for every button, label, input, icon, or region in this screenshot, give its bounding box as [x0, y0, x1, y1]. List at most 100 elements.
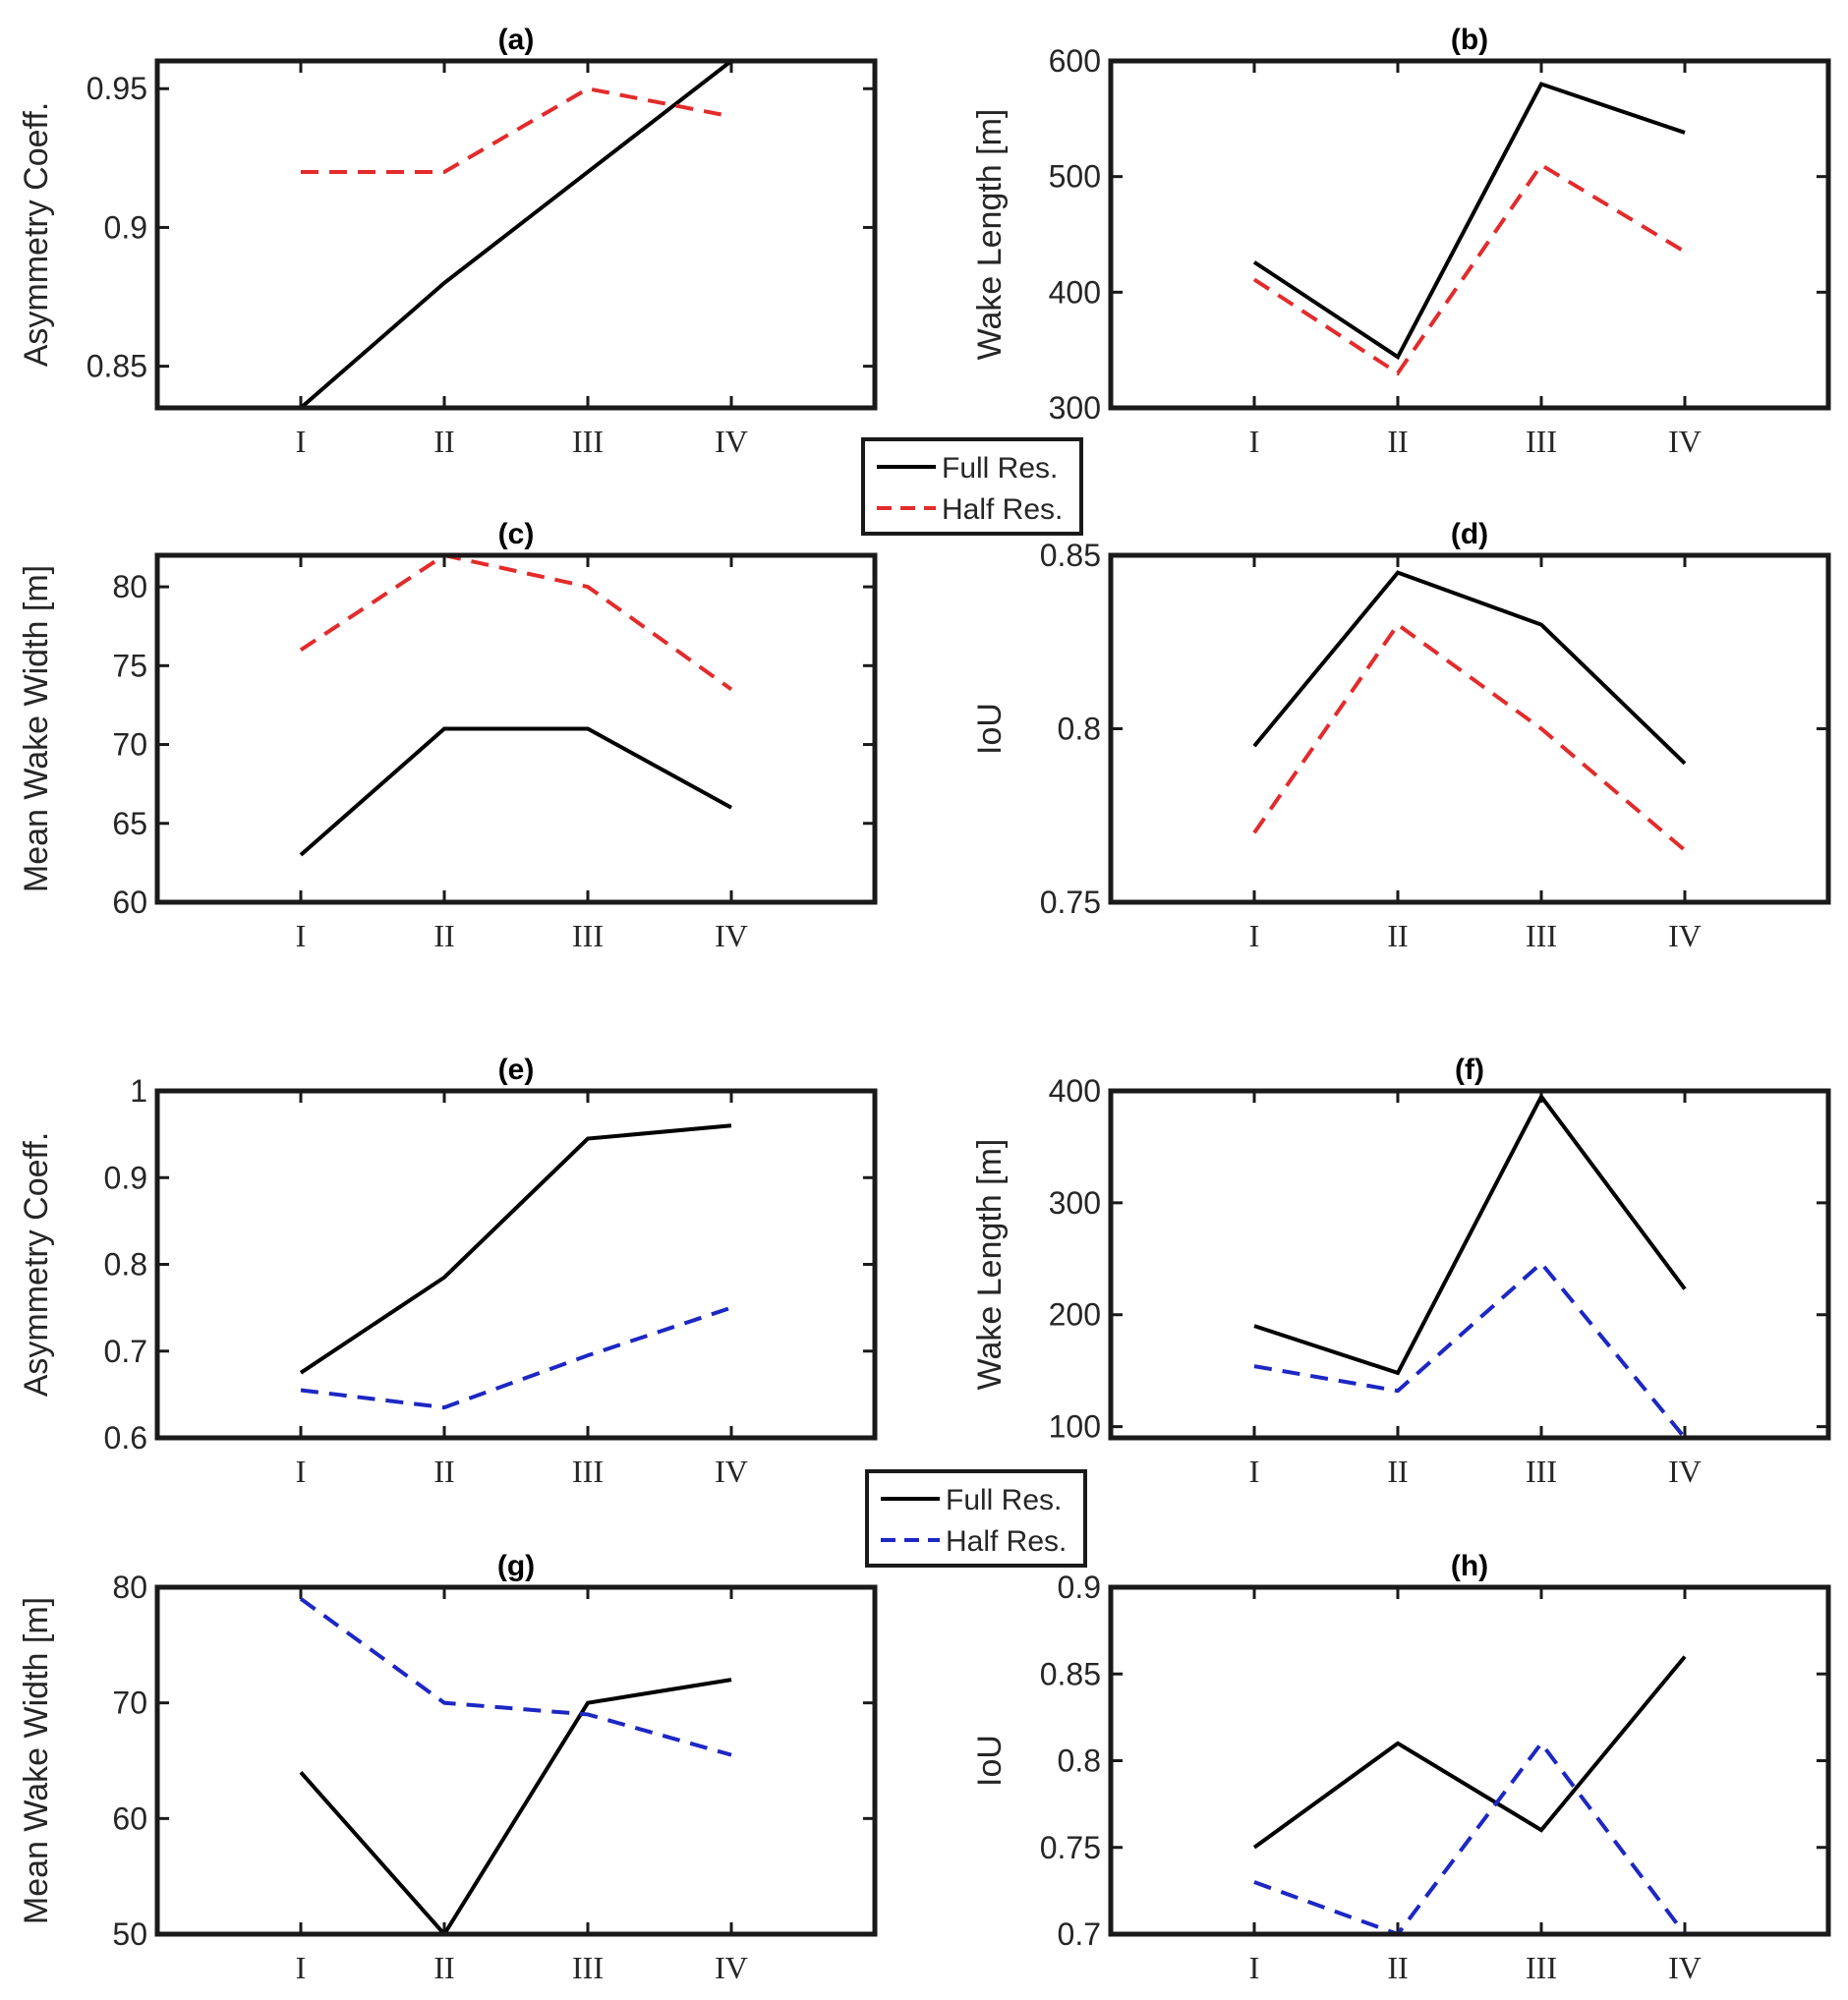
- y-tick-label: 1: [130, 1073, 147, 1109]
- y-tick-label: 0.7: [104, 1334, 147, 1369]
- x-tick-label: IV: [1668, 1950, 1702, 1985]
- y-tick-label: 80: [112, 569, 147, 604]
- axes-box: [154, 58, 878, 411]
- y-tick-label: 100: [1049, 1409, 1101, 1445]
- y-axis-label: Mean Wake Width [m]: [18, 565, 55, 892]
- x-tick-label: II: [433, 1454, 454, 1489]
- series-line-half-res: [299, 1597, 732, 1757]
- series-line-half-res: [299, 555, 733, 692]
- series-line-full-res: [1252, 1655, 1687, 1850]
- series-line-half-res: [1252, 621, 1687, 852]
- x-tick-label: I: [296, 1950, 307, 1985]
- subplot-title: (g): [497, 1550, 535, 1582]
- legend-label: Half Res.: [946, 1525, 1067, 1558]
- y-tick-label: 600: [1049, 43, 1101, 79]
- series-line-full-res: [299, 61, 733, 408]
- subplot-title: (f): [1455, 1054, 1484, 1086]
- x-tick-label: I: [1249, 1454, 1260, 1489]
- y-tick-label: 200: [1049, 1297, 1101, 1333]
- legend-box: [861, 437, 1083, 536]
- y-tick-label: 70: [112, 727, 147, 763]
- x-tick-label: III: [1526, 424, 1557, 459]
- y-tick-label: 50: [112, 1916, 147, 1952]
- y-axis-label: Wake Length [m]: [971, 1139, 1009, 1391]
- y-tick-label: 0.8: [104, 1247, 147, 1283]
- y-tick-label: 0.6: [104, 1420, 147, 1456]
- subplot-title: (b): [1451, 24, 1488, 56]
- y-tick-label: 500: [1049, 159, 1101, 195]
- x-tick-label: III: [1526, 918, 1557, 953]
- x-tick-label: I: [1249, 424, 1260, 459]
- x-tick-label: IV: [715, 1454, 748, 1489]
- y-tick-label: 0.85: [1040, 1656, 1101, 1691]
- subplot-title: (h): [1451, 1550, 1488, 1582]
- axes-box: [1108, 1088, 1831, 1441]
- y-tick-label: 0.7: [1058, 1916, 1101, 1952]
- series-line-full-res: [1252, 570, 1687, 766]
- y-tick-label: 0.8: [1058, 712, 1101, 747]
- y-axis-label: IoU: [971, 1735, 1009, 1787]
- y-tick-label: 0.95: [87, 71, 147, 106]
- series-line-half-res: [1252, 162, 1687, 376]
- subplot-a: (a)Asymmetry Coeff. 0.850.90.95I II III IV: [18, 24, 878, 459]
- x-tick-label: II: [433, 918, 454, 953]
- y-axis-label: Asymmetry Coeff.: [18, 1132, 55, 1398]
- y-tick-label: 300: [1049, 1185, 1101, 1221]
- y-tick-label: 0.75: [1040, 1830, 1101, 1865]
- y-axis-label: IoU: [971, 703, 1009, 755]
- y-tick-label: 70: [112, 1686, 147, 1721]
- x-tick-label: II: [1387, 1454, 1408, 1489]
- legend-label: Half Res.: [942, 493, 1063, 526]
- x-tick-label: IV: [715, 918, 748, 953]
- series-line-full-res: [299, 1123, 732, 1375]
- axes-box: [154, 1584, 878, 1937]
- axes-box: [1108, 552, 1831, 905]
- y-tick-label: 65: [112, 806, 147, 841]
- series-line-half-res: [300, 1305, 732, 1410]
- y-tick-label: 0.85: [1040, 538, 1101, 573]
- subplot-e: (e)Asymmetry Coeff.0.60.70.80.91I II III IV: [18, 1054, 878, 1489]
- axes-box: [154, 552, 878, 905]
- y-axis-label: Mean Wake Width [m]: [18, 1597, 55, 1924]
- x-tick-label: I: [1249, 918, 1260, 953]
- x-tick-label: I: [296, 424, 307, 459]
- y-tick-label: 0.85: [87, 349, 147, 384]
- y-tick-label: 80: [112, 1570, 147, 1605]
- legend-box: [865, 1469, 1087, 1568]
- x-tick-label: III: [1526, 1454, 1557, 1489]
- subplot-title: (d): [1451, 518, 1488, 550]
- subplot-title: (a): [498, 24, 535, 56]
- x-tick-label: III: [572, 918, 604, 953]
- x-tick-label: III: [572, 424, 604, 459]
- x-tick-label: II: [1387, 1950, 1408, 1985]
- x-tick-label: IV: [715, 1950, 748, 1985]
- series-line-half-res: [1253, 1740, 1687, 1934]
- y-axis-label: Asymmetry Coeff.: [18, 102, 55, 368]
- y-tick-label: 60: [112, 885, 147, 920]
- x-tick-label: II: [433, 424, 454, 459]
- legend-label: Full Res.: [946, 1484, 1062, 1516]
- series-line-full-res: [1252, 82, 1686, 361]
- y-tick-label: 75: [112, 648, 147, 683]
- x-tick-label: II: [1387, 424, 1408, 459]
- y-tick-label: 400: [1049, 1073, 1101, 1109]
- axes-box: [1108, 58, 1831, 411]
- y-tick-label: 0.9: [104, 1160, 147, 1195]
- x-tick-label: IV: [1668, 424, 1702, 459]
- series-line-full-res: [1253, 1092, 1687, 1376]
- x-tick-label: IV: [1668, 918, 1702, 953]
- y-tick-label: 0.8: [1058, 1743, 1101, 1779]
- x-tick-label: I: [1249, 1950, 1260, 1985]
- x-tick-label: I: [296, 1454, 307, 1489]
- legend-label: Full Res.: [942, 452, 1058, 485]
- subplot-title: (e): [498, 1054, 535, 1086]
- y-tick-label: 0.75: [1040, 885, 1101, 920]
- series-line-half-res: [1253, 1260, 1687, 1438]
